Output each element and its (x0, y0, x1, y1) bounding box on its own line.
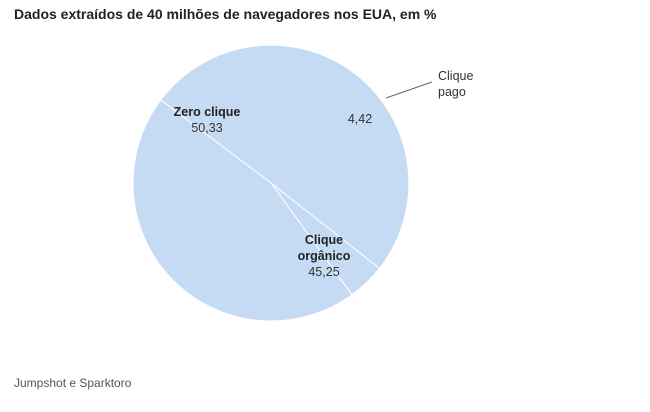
slice-clique-organico (132, 99, 353, 322)
pie-slices (132, 44, 410, 322)
chart-title: Dados extraídos de 40 milhões de navegad… (14, 6, 437, 22)
slice-zero-clique (160, 44, 410, 270)
value-clique-pago: 4,42 (348, 112, 372, 126)
label-zero-clique: Zero clique 50,33 (174, 105, 241, 135)
label-clique-organico: Clique orgânico 45,25 (298, 233, 351, 279)
chart-source: Jumpshot e Sparktoro (14, 376, 132, 390)
pie-labels: Zero clique 50,33 4,42 Clique pago Clique orgâ… (174, 69, 474, 279)
label-clique-pago: Clique pago (438, 69, 473, 99)
leader-line-clique-pago (385, 81, 433, 99)
